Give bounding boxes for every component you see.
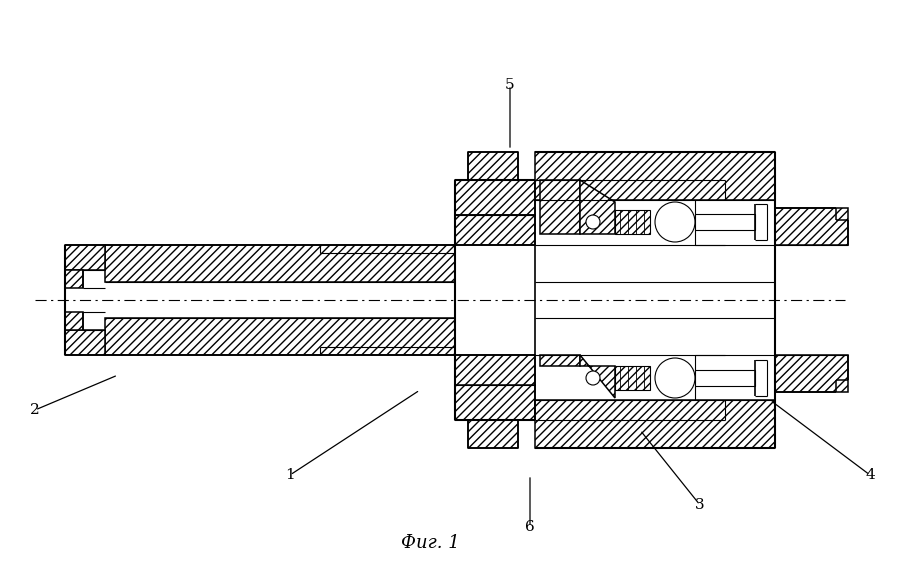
- Circle shape: [655, 202, 695, 242]
- Polygon shape: [105, 318, 455, 355]
- Polygon shape: [580, 355, 615, 398]
- Polygon shape: [468, 420, 518, 448]
- Polygon shape: [775, 355, 848, 392]
- Polygon shape: [455, 385, 535, 420]
- Polygon shape: [65, 312, 83, 330]
- Polygon shape: [65, 245, 105, 270]
- Circle shape: [655, 358, 695, 398]
- Polygon shape: [540, 180, 580, 234]
- Polygon shape: [65, 270, 83, 288]
- Polygon shape: [775, 208, 848, 245]
- Polygon shape: [455, 215, 535, 245]
- Polygon shape: [455, 180, 535, 215]
- Polygon shape: [695, 214, 755, 230]
- Text: 4: 4: [865, 468, 875, 482]
- Polygon shape: [65, 330, 105, 355]
- Text: Фиг. 1: Фиг. 1: [400, 534, 459, 552]
- Polygon shape: [535, 152, 775, 200]
- Text: 6: 6: [525, 520, 535, 534]
- Text: 5: 5: [505, 78, 515, 92]
- Polygon shape: [540, 355, 580, 366]
- Text: 1: 1: [285, 468, 295, 482]
- Text: 2: 2: [30, 403, 40, 417]
- Polygon shape: [535, 400, 775, 448]
- Polygon shape: [695, 370, 755, 386]
- Polygon shape: [535, 245, 775, 355]
- Polygon shape: [105, 245, 455, 282]
- Polygon shape: [455, 355, 535, 385]
- Polygon shape: [580, 180, 615, 234]
- Text: 3: 3: [695, 498, 705, 512]
- Circle shape: [586, 371, 600, 385]
- Polygon shape: [615, 210, 650, 234]
- Polygon shape: [615, 366, 650, 390]
- Polygon shape: [468, 152, 518, 180]
- Circle shape: [586, 215, 600, 229]
